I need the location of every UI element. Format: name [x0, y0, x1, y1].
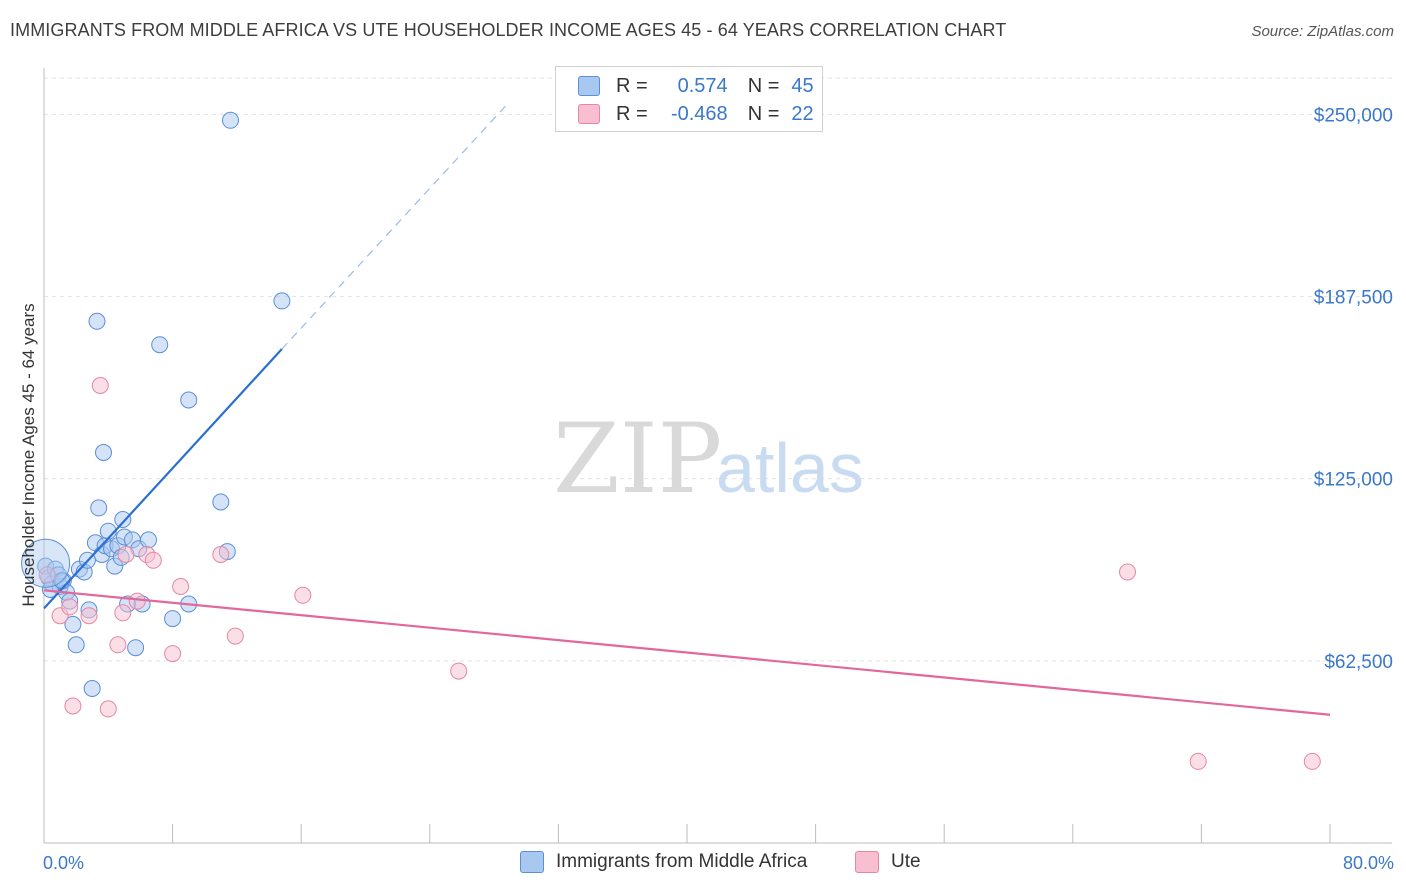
trendline-ute — [43, 589, 1331, 716]
y-tick-label: $62,500 — [1324, 652, 1393, 673]
legend-r-value: 0.574 — [677, 74, 728, 97]
point-ute — [114, 604, 132, 622]
watermark-atlas: atlas — [716, 429, 864, 507]
point-middle-africa — [273, 292, 291, 310]
y-tick-label: $250,000 — [1314, 105, 1393, 126]
point-middle-africa — [114, 511, 132, 528]
point-ute — [212, 546, 230, 563]
point-ute — [172, 578, 190, 595]
chart-title: IMMIGRANTS FROM MIDDLE AFRICA VS UTE HOU… — [10, 20, 1007, 40]
point-ute — [128, 592, 146, 610]
series-legend: Immigrants from Middle Africa Ute — [0, 851, 1406, 879]
point-ute — [91, 377, 109, 394]
legend-item-label: Ute — [891, 851, 921, 872]
legend-r-label: R = — [616, 74, 648, 97]
trendline-middle-africa — [43, 348, 283, 610]
trendlines — [43, 102, 1331, 716]
point-ute — [80, 607, 98, 625]
point-ute — [164, 645, 182, 663]
point-ute — [109, 636, 127, 654]
point-ute — [64, 697, 82, 715]
trendline-middle-africa-extension — [281, 102, 510, 350]
legend-r-value: -0.468 — [670, 102, 728, 125]
point-middle-africa — [180, 391, 198, 409]
legend-n-value: 22 — [791, 102, 814, 125]
point-ute — [144, 551, 162, 569]
gridlines — [44, 77, 1392, 662]
point-middle-africa — [83, 680, 101, 697]
point-middle-africa-large — [21, 538, 71, 588]
legend-n-label: N = — [747, 74, 780, 97]
legend-row-ute: R = -0.468 N = 22 — [578, 101, 814, 127]
point-ute — [1189, 752, 1207, 770]
point-ute — [1303, 752, 1321, 770]
point-ute — [117, 546, 135, 563]
y-tick-label: $187,500 — [1314, 288, 1393, 309]
scatter-points — [21, 111, 1321, 770]
watermark-zip: ZIP — [553, 403, 722, 515]
point-ute — [226, 627, 244, 645]
point-ute — [61, 598, 79, 616]
x-tick-label-min: 0.0% — [43, 853, 84, 873]
point-middle-africa — [95, 444, 112, 461]
y-tick-label: $125,000 — [1314, 470, 1393, 491]
point-middle-africa — [151, 336, 169, 354]
point-middle-africa — [88, 312, 106, 330]
point-middle-africa — [164, 610, 182, 628]
legend-row-middle-africa: R = 0.574 N = 45 — [578, 73, 814, 99]
point-ute — [294, 586, 312, 604]
y-tick-labels: $62,500 $125,000 $187,500 $250,000 — [1314, 105, 1393, 672]
point-middle-africa — [222, 111, 239, 129]
source-label: Source: ZipAtlas.com — [1251, 23, 1394, 40]
legend-r-label: R = — [616, 102, 648, 125]
point-ute — [38, 566, 56, 584]
point-ute — [99, 700, 117, 718]
legend-swatch-blue — [520, 851, 544, 873]
axes — [43, 68, 1392, 844]
point-ute — [450, 662, 468, 680]
point-middle-africa — [127, 639, 145, 657]
point-middle-africa — [140, 531, 157, 549]
point-middle-africa — [64, 615, 82, 633]
legend-swatch-blue — [578, 76, 600, 96]
legend-n-label: N = — [747, 102, 780, 125]
point-middle-africa — [212, 493, 230, 511]
watermark: ZIP atlas — [553, 403, 864, 515]
legend-swatch-pink — [578, 104, 600, 124]
legend-swatch-pink — [855, 851, 879, 873]
point-ute — [1119, 563, 1136, 581]
legend-n-value: 45 — [791, 74, 814, 97]
legend-item-ute[interactable]: Ute — [855, 851, 921, 873]
point-middle-africa — [67, 636, 85, 654]
x-tick-label-max: 80.0% — [1343, 853, 1394, 873]
correlation-legend: R = 0.574 N = 45 R = -0.468 N = 22 — [555, 66, 823, 132]
y-axis-label: Householder Income Ages 45 - 64 years — [19, 303, 38, 606]
legend-item-middle-africa[interactable]: Immigrants from Middle Africa — [520, 851, 807, 873]
legend-item-label: Immigrants from Middle Africa — [556, 851, 808, 872]
point-middle-africa — [90, 499, 108, 517]
